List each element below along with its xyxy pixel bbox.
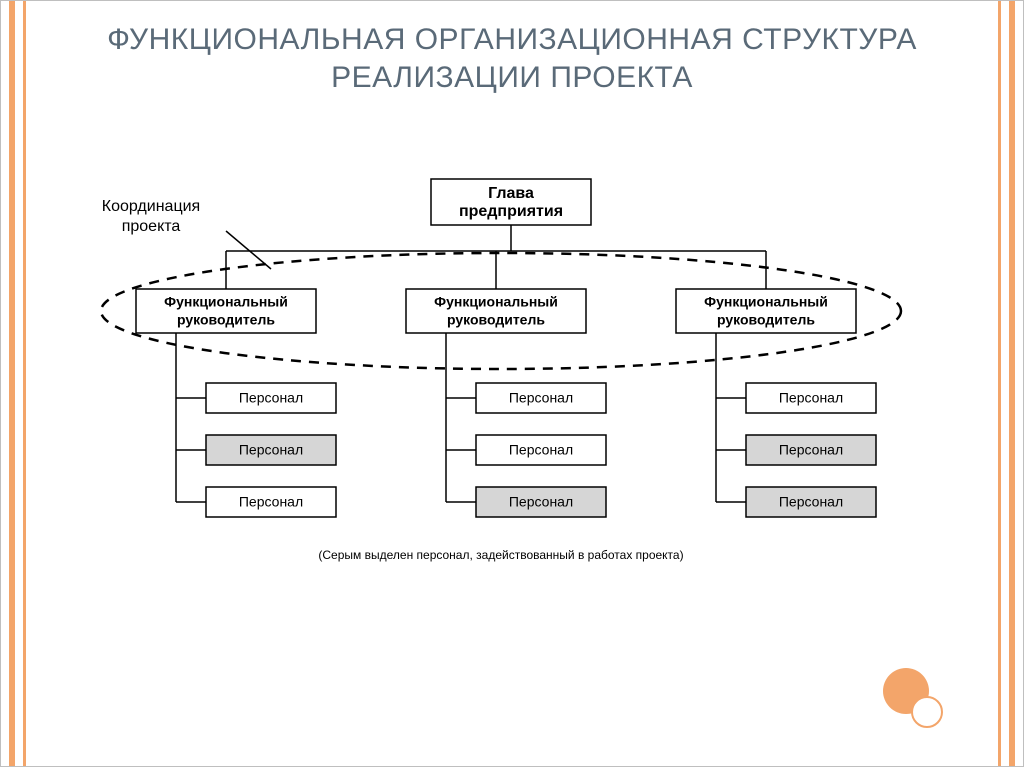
root-node: Главапредприятия [431, 179, 591, 225]
svg-text:Персонал: Персонал [509, 442, 573, 458]
staff-node-0-2: Персонал [206, 487, 336, 517]
decor-circles [883, 668, 943, 728]
staff-node-1-0: Персонал [476, 383, 606, 413]
coordination-label: проекта [122, 218, 181, 235]
decor-bar-outer-right [1009, 1, 1015, 766]
staff-node-2-1: Персонал [746, 435, 876, 465]
svg-text:Функциональный: Функциональный [704, 294, 828, 310]
manager-node-0: Функциональный руководитель [136, 289, 316, 333]
svg-text:Персонал: Персонал [779, 442, 843, 458]
svg-text:Персонал: Персонал [239, 390, 303, 406]
svg-text:Персонал: Персонал [239, 442, 303, 458]
decor-bar-outer-left [9, 1, 15, 766]
staff-node-2-2: Персонал [746, 487, 876, 517]
staff-node-1-2: Персонал [476, 487, 606, 517]
footnote: (Серым выделен персонал, задействованный… [318, 548, 683, 562]
decor-circle-outline-icon [911, 696, 943, 728]
manager-node-1: Функциональный руководитель [406, 289, 586, 333]
staff-node-0-0: Персонал [206, 383, 336, 413]
svg-text:Персонал: Персонал [779, 494, 843, 510]
manager-node-2: Функциональный руководитель [676, 289, 856, 333]
svg-text:Персонал: Персонал [779, 390, 843, 406]
svg-text:руководитель: руководитель [177, 312, 275, 328]
svg-text:Функциональный: Функциональный [164, 294, 288, 310]
page-title: ФУНКЦИОНАЛЬНАЯ ОРГАНИЗАЦИОННАЯ СТРУКТУРА… [61, 21, 963, 96]
svg-text:руководитель: руководитель [717, 312, 815, 328]
coordination-label: Координация [102, 198, 200, 215]
staff-node-0-1: Персонал [206, 435, 336, 465]
decor-bar-inner-left [23, 1, 26, 766]
org-chart: Главапредприятия Функциональный руководите… [56, 151, 926, 611]
svg-text:руководитель: руководитель [447, 312, 545, 328]
annotation-leader [226, 231, 271, 269]
svg-text:Персонал: Персонал [239, 494, 303, 510]
svg-text:Глава: Глава [488, 185, 534, 202]
svg-text:Персонал: Персонал [509, 390, 573, 406]
svg-text:Функциональный: Функциональный [434, 294, 558, 310]
staff-node-2-0: Персонал [746, 383, 876, 413]
staff-node-1-1: Персонал [476, 435, 606, 465]
svg-text:предприятия: предприятия [459, 203, 563, 220]
slide: ФУНКЦИОНАЛЬНАЯ ОРГАНИЗАЦИОННАЯ СТРУКТУРА… [0, 0, 1024, 767]
decor-bar-inner-right [998, 1, 1001, 766]
svg-text:Персонал: Персонал [509, 494, 573, 510]
